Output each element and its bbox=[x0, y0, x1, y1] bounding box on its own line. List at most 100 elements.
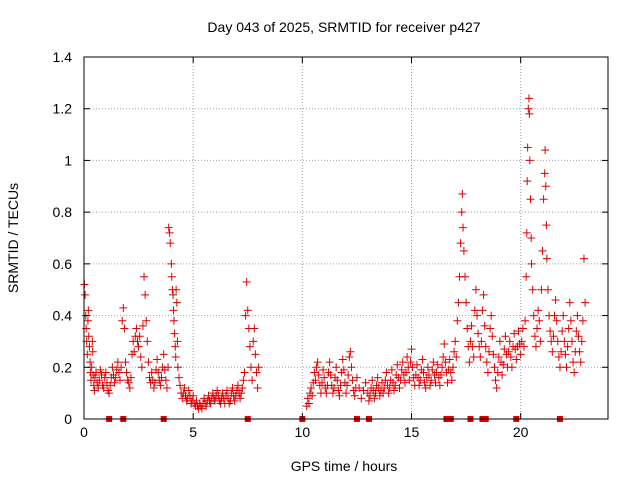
data-point bbox=[241, 311, 250, 320]
data-point bbox=[237, 389, 246, 398]
data-point bbox=[431, 378, 440, 387]
data-point bbox=[554, 352, 563, 361]
data-point bbox=[172, 285, 181, 294]
data-point bbox=[541, 146, 550, 155]
y-tick-label: 0 bbox=[64, 411, 72, 427]
data-point bbox=[133, 337, 142, 346]
data-point bbox=[481, 342, 490, 351]
plot-frame bbox=[83, 56, 609, 420]
data-point bbox=[516, 350, 525, 359]
data-point bbox=[338, 355, 347, 364]
data-point bbox=[157, 373, 166, 382]
data-point bbox=[576, 358, 585, 367]
data-point bbox=[88, 347, 97, 356]
data-point bbox=[408, 363, 417, 372]
data-point bbox=[174, 373, 183, 382]
data-point bbox=[164, 363, 173, 372]
data-point bbox=[164, 223, 173, 232]
data-point bbox=[478, 306, 487, 315]
data-point bbox=[530, 332, 539, 341]
data-point bbox=[474, 329, 483, 338]
data-point bbox=[171, 352, 180, 361]
data-point bbox=[368, 376, 377, 385]
data-point bbox=[373, 373, 382, 382]
data-point bbox=[486, 324, 495, 333]
data-point bbox=[156, 381, 165, 390]
data-point bbox=[510, 329, 519, 338]
data-point bbox=[447, 376, 456, 385]
data-point bbox=[462, 298, 471, 307]
data-point bbox=[524, 94, 533, 103]
data-point bbox=[339, 365, 348, 374]
data-point bbox=[567, 337, 576, 346]
data-point bbox=[528, 285, 537, 294]
data-point bbox=[83, 316, 92, 325]
data-point bbox=[311, 376, 320, 385]
data-point bbox=[524, 104, 533, 113]
data-point bbox=[361, 378, 370, 387]
ticks bbox=[83, 56, 608, 420]
data-point bbox=[169, 290, 178, 299]
y-tick-label: 0.4 bbox=[53, 308, 73, 324]
data-point bbox=[162, 383, 171, 392]
data-point bbox=[248, 376, 257, 385]
data-point bbox=[570, 368, 579, 377]
data-point bbox=[387, 365, 396, 374]
data-point bbox=[245, 342, 254, 351]
data-point bbox=[441, 358, 450, 367]
data-point bbox=[525, 156, 534, 165]
data-point bbox=[566, 316, 575, 325]
data-point bbox=[250, 324, 259, 333]
data-point bbox=[529, 311, 538, 320]
data-point bbox=[412, 360, 421, 369]
data-point bbox=[347, 363, 356, 372]
data-point bbox=[236, 394, 245, 403]
data-point bbox=[563, 342, 572, 351]
data-point bbox=[457, 208, 466, 217]
data-point bbox=[543, 285, 552, 294]
data-point bbox=[138, 321, 147, 330]
data-point bbox=[124, 378, 133, 387]
data-point bbox=[371, 389, 380, 398]
data-point bbox=[136, 352, 145, 361]
data-point bbox=[440, 340, 449, 349]
data-point bbox=[445, 355, 454, 364]
data-point bbox=[251, 350, 260, 359]
y-tick-label: 1.4 bbox=[53, 49, 73, 65]
data-point bbox=[504, 347, 513, 356]
data-point bbox=[307, 383, 316, 392]
data-point bbox=[329, 383, 338, 392]
data-point bbox=[254, 363, 263, 372]
chart-title: Day 043 of 2025, SRMTID for receiver p42… bbox=[207, 19, 480, 35]
data-point bbox=[552, 316, 561, 325]
data-point bbox=[395, 383, 404, 392]
y-tick-label: 0.8 bbox=[53, 204, 73, 220]
data-point bbox=[558, 327, 567, 336]
x-tick-label: 0 bbox=[80, 424, 88, 440]
data-point bbox=[405, 376, 414, 385]
data-point bbox=[149, 383, 158, 392]
data-point bbox=[132, 324, 141, 333]
data-point bbox=[539, 195, 548, 204]
data-point bbox=[488, 332, 497, 341]
data-point bbox=[137, 363, 146, 372]
data-point bbox=[242, 277, 251, 286]
data-point bbox=[81, 290, 90, 299]
data-point bbox=[549, 332, 558, 341]
data-point bbox=[243, 306, 252, 315]
data-point bbox=[536, 337, 545, 346]
data-point bbox=[253, 383, 262, 392]
data-point bbox=[477, 337, 486, 346]
data-point bbox=[564, 324, 573, 333]
data-point bbox=[470, 306, 479, 315]
data-point bbox=[366, 391, 375, 400]
data-point bbox=[574, 332, 583, 341]
data-point bbox=[542, 221, 551, 230]
data-point bbox=[402, 368, 411, 377]
data-point bbox=[135, 332, 144, 341]
data-point bbox=[92, 368, 101, 377]
data-point bbox=[350, 391, 359, 400]
data-point bbox=[83, 350, 92, 359]
data-point bbox=[84, 306, 93, 315]
data-point bbox=[421, 383, 430, 392]
